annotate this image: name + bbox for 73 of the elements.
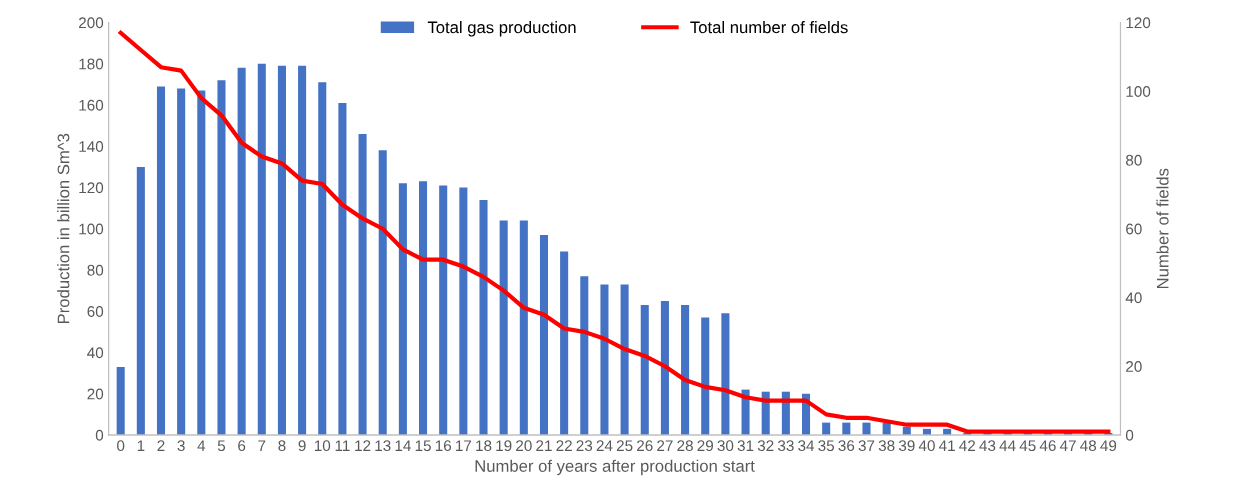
y-tick-label: 100: [79, 223, 104, 235]
legend-label: Total gas production: [427, 21, 576, 37]
x-tick-label: 45: [1019, 440, 1036, 452]
x-tick-label: 41: [938, 440, 955, 451]
y-tick-label: 200: [79, 17, 104, 29]
x-tick-label: 42: [959, 440, 976, 451]
x-tick-label: 34: [798, 440, 815, 452]
x-tick-label: 48: [1080, 440, 1097, 452]
x-tick-label: 15: [415, 440, 431, 452]
y-tick-label: 80: [87, 264, 104, 276]
x-tick-label: 28: [677, 440, 693, 452]
x-tick-label: 27: [657, 440, 673, 451]
x-tick-label: 10: [314, 440, 331, 452]
y-tick-label: 120: [79, 182, 104, 194]
x-tick-label: 9: [298, 440, 306, 452]
x-tick-label: 23: [576, 440, 593, 452]
y-tick-label: 160: [79, 99, 104, 111]
x-tick-label: 26: [637, 440, 653, 452]
x-tick-label: 16: [435, 440, 452, 452]
x-tick-label: 13: [375, 440, 391, 452]
x-tick-label: 2: [157, 440, 165, 451]
x-tick-label: 17: [456, 440, 472, 451]
x-tick-label: 40: [918, 440, 935, 452]
x-tick-label: 49: [1100, 440, 1117, 452]
x-tick-label: 44: [999, 440, 1016, 451]
x-tick-label: 4: [197, 440, 206, 451]
y-axis-title: Production in billion Sm^3: [57, 133, 70, 323]
y2-tick-label: 20: [1126, 361, 1142, 372]
x-tick-label: 6: [238, 440, 246, 452]
x-tick-label: 19: [496, 440, 512, 452]
x-tick-label: 22: [556, 440, 572, 451]
x-tick-label: 31: [737, 440, 754, 452]
y2-axis-title: Number of fields: [1156, 168, 1169, 289]
x-tick-label: 47: [1059, 440, 1076, 451]
y2-tick-label: 40: [1125, 292, 1142, 304]
x-tick-label: 11: [335, 440, 350, 451]
y2-tick-label: 60: [1126, 223, 1142, 235]
x-tick-label: 46: [1039, 440, 1056, 452]
y2-tick-label: 80: [1126, 154, 1142, 166]
x-tick-label: 0: [117, 440, 125, 452]
x-tick-label: 18: [476, 440, 492, 452]
x-tick-label: 33: [777, 440, 794, 452]
x-axis-title: Number of years after production start: [475, 459, 755, 476]
x-tick-label: 1: [137, 440, 145, 451]
y-tick-label: 140: [79, 141, 104, 152]
x-tick-label: 5: [217, 440, 226, 452]
y2-tick-label: 0: [1125, 429, 1134, 441]
x-tick-label: 39: [898, 440, 915, 452]
x-tick-label: 3: [177, 440, 185, 452]
y-tick-label: 20: [87, 388, 104, 400]
y-tick-label: 180: [79, 58, 104, 70]
x-tick-label: 8: [278, 440, 286, 452]
x-tick-label: 7: [258, 440, 266, 451]
y-tick-label: 40: [87, 347, 104, 359]
x-tick-label: 21: [536, 440, 552, 451]
x-tick-label: 36: [838, 440, 855, 452]
x-tick-label: 43: [979, 440, 996, 452]
x-tick-label: 35: [818, 440, 835, 452]
y-tick-label: 60: [87, 306, 104, 317]
y-tick-label: 0: [95, 429, 104, 441]
y2-tick-label: 100: [1126, 86, 1151, 97]
x-tick-label: 32: [757, 440, 774, 452]
legend-label: Total number of fields: [690, 21, 848, 34]
x-tick-label: 29: [697, 440, 714, 452]
x-tick-label: 30: [717, 440, 734, 452]
x-tick-label: 20: [516, 440, 532, 452]
x-tick-label: 24: [596, 440, 613, 451]
x-tick-label: 37: [858, 440, 875, 452]
x-tick-label: 25: [616, 440, 633, 452]
x-tick-label: 14: [395, 440, 411, 451]
x-tick-label: 38: [878, 440, 895, 452]
x-tick-label: 12: [355, 440, 371, 451]
y2-tick-label: 120: [1126, 17, 1151, 29]
